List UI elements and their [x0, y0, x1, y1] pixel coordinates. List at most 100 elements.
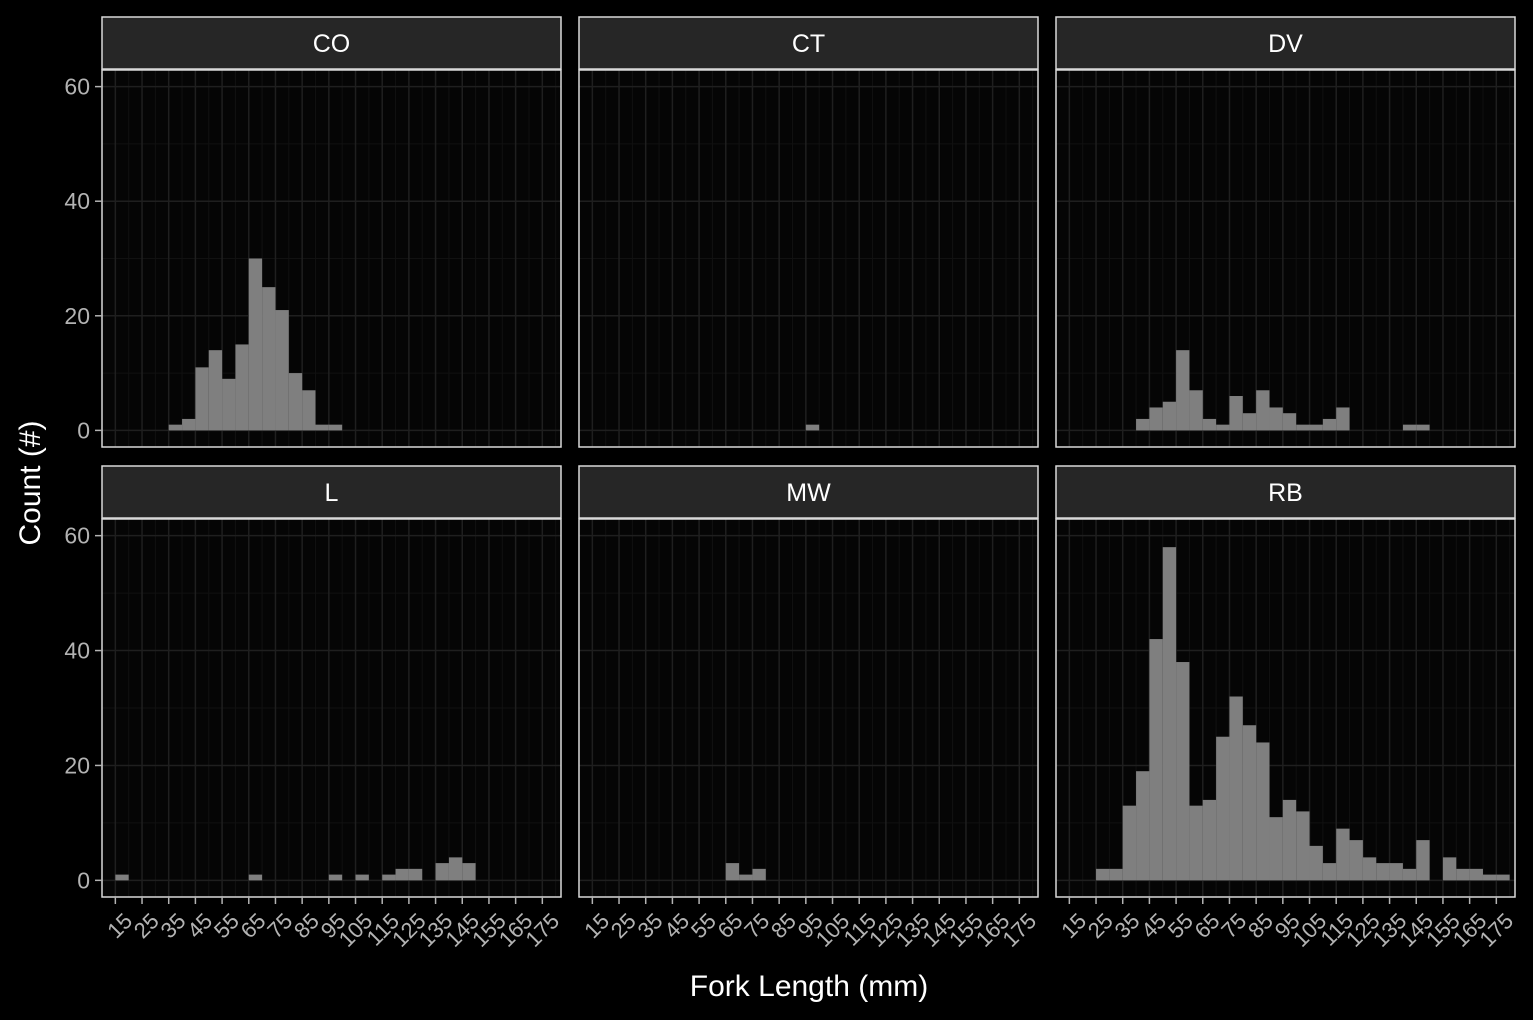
histogram-bar — [1189, 390, 1203, 431]
panel-border — [1055, 518, 1516, 898]
histogram-bar — [1229, 396, 1243, 431]
histogram-bar — [208, 350, 223, 431]
facet-strip-label: CT — [792, 30, 825, 58]
histogram-bar — [235, 344, 249, 431]
histogram-bar — [1469, 868, 1483, 881]
histogram-bar — [1242, 725, 1257, 881]
facet-strip — [578, 465, 1039, 519]
facet-strip-label: CO — [313, 30, 351, 58]
facet-strip — [1055, 465, 1516, 519]
histogram-bar — [1456, 868, 1470, 881]
histogram-bar — [1162, 547, 1177, 881]
panel-border — [101, 69, 562, 448]
histogram-bar — [1176, 350, 1190, 431]
facet-strip-label: L — [325, 479, 339, 507]
histogram-bar — [1389, 863, 1403, 881]
histogram-bar — [1189, 805, 1203, 881]
histogram-bar — [275, 310, 289, 431]
histogram-bar — [395, 868, 409, 881]
histogram-bar — [1096, 868, 1110, 881]
histogram-bar — [168, 424, 183, 431]
y-axis-title: Count (#) — [14, 420, 47, 545]
histogram-bar — [248, 258, 263, 431]
histogram-bar — [328, 874, 343, 881]
histogram-bar — [248, 874, 263, 881]
histogram-bar — [1176, 662, 1190, 881]
histogram-bar — [408, 868, 423, 881]
facet-strip-label: RB — [1268, 479, 1303, 507]
histogram-bar — [1376, 863, 1390, 881]
histogram-bar — [1149, 639, 1163, 881]
histogram-bar — [1162, 401, 1177, 431]
histogram-bar — [805, 424, 820, 431]
histogram-bar — [1322, 418, 1337, 431]
y-tick-label: 0 — [77, 417, 90, 443]
histogram-bar — [222, 378, 236, 431]
histogram-bar — [1282, 413, 1297, 431]
facet-panel-co: CO 0 20 40 60 — [64, 16, 562, 448]
facet-strip — [101, 16, 562, 70]
histogram-bar — [1362, 857, 1377, 881]
histogram-bar — [1269, 407, 1283, 431]
y-tick-label: 60 — [64, 523, 90, 549]
histogram-bar — [1416, 840, 1430, 881]
facet-strip — [101, 465, 562, 519]
histogram-bar — [1402, 868, 1417, 881]
histogram-bar — [1216, 736, 1230, 881]
facet-panel-rb: RB15253545556575859510511512513514515516… — [1055, 465, 1518, 952]
histogram-bar — [1296, 424, 1310, 431]
y-tick-label: 0 — [77, 867, 90, 893]
facet-strip — [1055, 16, 1516, 70]
facet-panel-ct: CT — [578, 16, 1039, 448]
histogram-bar — [195, 367, 209, 431]
y-tick-label: 20 — [64, 752, 90, 778]
facet-panel-mw: MW15253545556575859510511512513514515516… — [578, 465, 1041, 952]
histogram-bar — [1122, 805, 1137, 881]
facet-strip — [578, 16, 1039, 70]
facet-panel-dv: DV — [1055, 16, 1516, 448]
histogram-bar — [1349, 840, 1363, 881]
histogram-bar — [1442, 857, 1457, 881]
histogram-bar — [448, 857, 463, 881]
histogram-bar — [302, 390, 316, 431]
histogram-bar — [725, 863, 740, 881]
histogram-bar — [1309, 424, 1323, 431]
panel-border — [578, 518, 1039, 898]
histogram-bar — [1202, 799, 1217, 881]
histogram-bar — [1229, 696, 1243, 881]
histogram-bar — [1269, 817, 1283, 881]
histogram-bar — [382, 874, 396, 881]
histogram-bar — [462, 863, 476, 881]
histogram-bar — [1216, 424, 1230, 431]
histogram-bar — [1416, 424, 1430, 431]
histogram-bar — [752, 868, 766, 881]
histogram-bar — [1482, 874, 1497, 881]
histogram-bar — [1496, 874, 1510, 881]
histogram-bar — [1309, 845, 1323, 881]
panel-border — [101, 518, 562, 898]
histogram-bar — [1402, 424, 1417, 431]
histogram-bar — [1242, 413, 1257, 431]
histogram-bar — [739, 874, 753, 881]
histogram-bar — [1282, 799, 1297, 881]
histogram-bar — [115, 874, 129, 881]
histogram-bar — [1322, 863, 1337, 881]
panel-border — [578, 69, 1039, 448]
histogram-bar — [1256, 390, 1270, 431]
histogram-bar — [1256, 742, 1270, 881]
histogram-bar — [435, 863, 449, 881]
histogram-bar — [1336, 407, 1350, 431]
y-tick-label: 40 — [64, 188, 90, 214]
histogram-bar — [1109, 868, 1123, 881]
y-tick-label: 20 — [64, 303, 90, 329]
histogram-bar — [328, 424, 343, 431]
panel-border — [1055, 69, 1516, 448]
histogram-bar — [1336, 828, 1350, 881]
y-tick-label: 40 — [64, 638, 90, 664]
facet-strip-label: DV — [1268, 30, 1303, 58]
facet-panel-l: L020406015253545556575859510511512513514… — [64, 465, 564, 952]
histogram-bar — [288, 373, 303, 431]
histogram-bar — [262, 287, 276, 431]
y-tick-label: 60 — [64, 74, 90, 100]
